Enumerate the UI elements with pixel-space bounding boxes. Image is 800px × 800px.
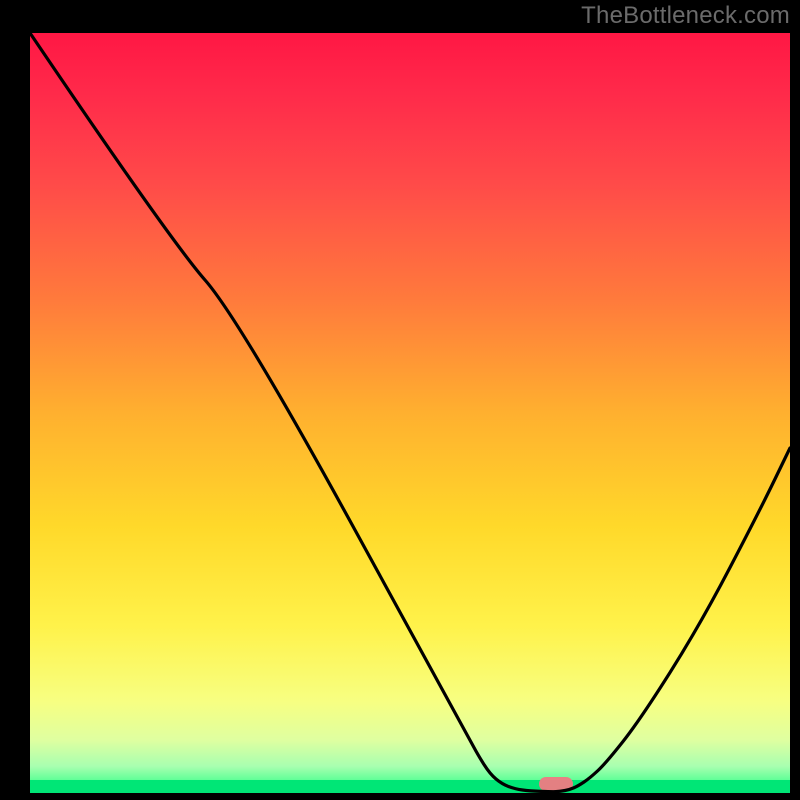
curve-path — [30, 33, 790, 792]
watermark-text: TheBottleneck.com — [581, 2, 790, 30]
chart-frame: TheBottleneck.com — [0, 0, 800, 800]
bottleneck-curve — [0, 0, 800, 800]
